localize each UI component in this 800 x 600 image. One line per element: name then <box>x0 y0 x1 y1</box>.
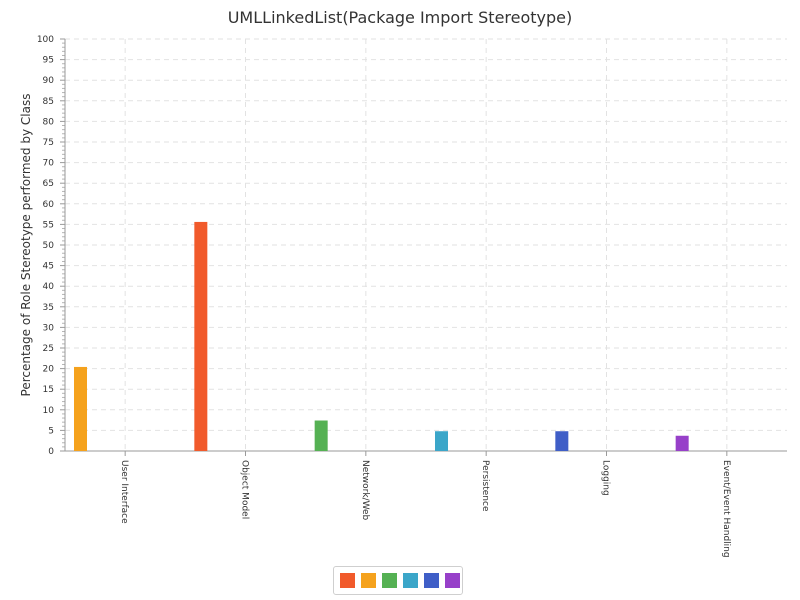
y-tick-label: 60 <box>43 200 55 210</box>
legend <box>333 566 463 595</box>
x-tick-label: User Interface <box>119 460 129 524</box>
legend-swatch <box>382 573 397 588</box>
x-tick-label: Event/Event Handling <box>721 460 731 558</box>
y-tick-label: 45 <box>43 262 54 272</box>
y-tick-label: 50 <box>43 241 55 251</box>
legend-swatch <box>403 573 418 588</box>
chart-title: UMLLinkedList(Package Import Stereotype) <box>228 8 573 27</box>
legend-swatch <box>361 573 376 588</box>
bar <box>194 221 208 451</box>
y-tick-label: 70 <box>43 159 55 169</box>
x-axis: User Interface Object Model Network/Web Per… <box>65 450 787 558</box>
y-tick-label: 0 <box>48 447 54 457</box>
y-tick-label: 10 <box>43 406 55 416</box>
y-tick-label: 95 <box>43 56 54 66</box>
x-tick-label: Object Model <box>240 460 250 519</box>
y-tick-label: 65 <box>43 179 54 189</box>
bar <box>74 366 87 451</box>
x-tick-label: Persistence <box>480 460 490 512</box>
legend-swatch <box>445 573 460 588</box>
x-tick-label: Network/Web <box>360 460 370 521</box>
legend-swatch <box>340 573 355 588</box>
y-tick-label: 30 <box>43 323 55 333</box>
y-axis-label: Percentage of Role Stereotype performed … <box>19 94 33 397</box>
y-tick-label: 15 <box>43 385 54 395</box>
y-tick-label: 80 <box>43 117 55 127</box>
y-tick-label: 40 <box>43 282 55 292</box>
grid <box>65 38 787 451</box>
y-tick-label: 90 <box>43 76 55 86</box>
bar <box>555 431 569 451</box>
bars <box>74 221 689 451</box>
y-axis: 0 5 10 15 20 25 30 35 40 45 50 55 60 65 70 75 80 85 90 95 10… <box>37 35 66 457</box>
y-tick-label: 55 <box>43 220 54 230</box>
bar <box>435 431 448 451</box>
y-tick-label: 25 <box>43 344 54 354</box>
bar <box>314 420 328 451</box>
y-tick-label: 35 <box>43 303 54 313</box>
y-tick-label: 20 <box>43 365 55 375</box>
x-tick-label: Logging <box>601 460 611 496</box>
legend-swatch <box>424 573 439 588</box>
y-tick-label: 100 <box>37 35 54 45</box>
y-tick-label: 85 <box>43 97 54 107</box>
y-tick-label: 75 <box>43 138 54 148</box>
bar <box>675 435 689 451</box>
y-tick-label: 5 <box>48 426 54 436</box>
